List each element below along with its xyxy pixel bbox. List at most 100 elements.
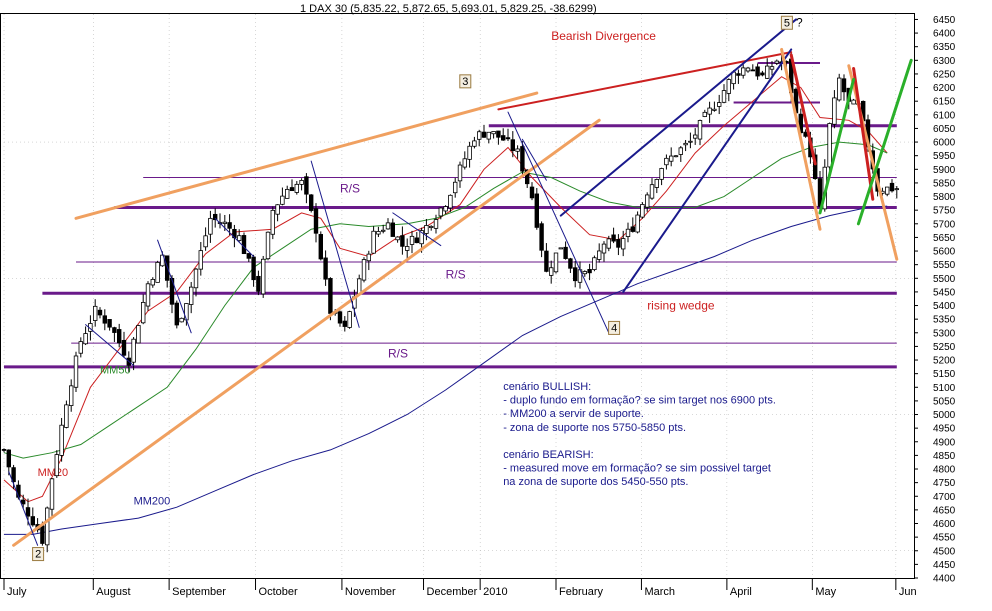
y-tick-label: 5700 [933, 219, 956, 230]
y-tick-label: 6450 [933, 15, 956, 26]
y-tick-label: 5000 [933, 410, 956, 421]
y-tick-label: 6250 [933, 69, 956, 80]
wave-label-box [780, 15, 793, 30]
candle-body [54, 454, 59, 477]
candle-body [558, 247, 563, 250]
y-tick-label: 4450 [933, 560, 956, 571]
candle-body [318, 234, 323, 260]
wave-label: 2 [35, 549, 41, 561]
y-tick-label: 4550 [933, 533, 956, 544]
wave-label: 5 [784, 17, 790, 29]
candle-body [275, 204, 280, 215]
candle-body [251, 256, 256, 281]
candle-body [452, 181, 458, 194]
y-tick-label: 6050 [933, 124, 956, 135]
candle-body [342, 320, 347, 327]
y-tick-label: 6350 [933, 42, 956, 53]
candle-body [299, 179, 304, 185]
candle-body [164, 255, 170, 281]
x-tick-label: September [172, 586, 226, 598]
candle-body [97, 309, 103, 316]
candle-body [889, 182, 895, 192]
scenario-note-line: - measured move em formação? se sim poss… [503, 463, 771, 475]
candle-body [721, 90, 727, 103]
candle-body [140, 302, 146, 324]
scenario-note-line: - duplo fundo em formação? se sim target… [503, 395, 776, 407]
candle-body [894, 188, 899, 191]
candle-body [323, 257, 328, 280]
y-tick-label: 6150 [933, 97, 956, 108]
candles [1, 52, 899, 553]
candle-body [563, 246, 568, 259]
candle-body [693, 134, 698, 139]
candle-body [726, 79, 731, 94]
candle-body [654, 179, 659, 188]
annotation-label: ? [796, 15, 803, 29]
candle-body [203, 235, 208, 248]
candle-body [520, 146, 525, 172]
x-tick-label: October [259, 586, 298, 598]
candle-body [385, 222, 391, 230]
candle-body [241, 235, 247, 255]
scenario-note-line: - MM200 a servir de suporte. [503, 408, 644, 420]
candle-body [448, 194, 453, 209]
x-tick-label: Jun [899, 586, 917, 598]
candle-body [284, 189, 290, 199]
candle-body [645, 194, 650, 208]
candle-body [443, 206, 448, 212]
trend-line [214, 217, 255, 257]
series-label: MM50 [100, 365, 131, 377]
candle-body [553, 252, 559, 273]
candle-body [428, 225, 434, 228]
candle-body [669, 155, 674, 162]
candle-body [404, 246, 410, 251]
candle-body [659, 168, 664, 180]
y-tick-label: 5450 [933, 287, 956, 298]
candle-body [145, 283, 151, 307]
candle-body [40, 525, 45, 544]
annotation-label: rising wedge [647, 299, 715, 313]
y-axis: 4400 4450 4500 4550 4600 4650 4700 4750 4800 4850… [914, 15, 956, 585]
annotation-label: R/S [388, 346, 408, 360]
candle-body [20, 499, 26, 505]
candle-body [131, 338, 136, 363]
scenario-note-line: cenário BEARISH: [503, 449, 593, 461]
candle-body [750, 69, 755, 72]
candle-body [246, 253, 251, 259]
annotation-label: Bearish Divergence [551, 29, 656, 43]
candle-body [419, 230, 424, 245]
candle-body [640, 204, 645, 218]
candle-body [313, 208, 319, 234]
candle-body [587, 269, 592, 274]
trend-line [12, 118, 601, 547]
candle-body [280, 195, 285, 205]
candle-body [745, 67, 751, 72]
annotations: Bearish Divergence R/S R/S R/S rising wedge 2… [32, 15, 803, 562]
trend-line [310, 160, 360, 328]
candle-body [179, 317, 184, 323]
y-tick-label: 5200 [933, 356, 956, 367]
y-tick-label: 5500 [933, 274, 956, 285]
trend-line [780, 47, 822, 231]
scenario-note-line: - zona de suporte nos 5750-5850 pts. [503, 422, 686, 434]
trend-line [392, 212, 442, 247]
y-tick-label: 5750 [933, 206, 956, 217]
candle-body [601, 243, 607, 254]
candle-body [476, 131, 482, 140]
series-line [3, 141, 888, 459]
candle-body [539, 223, 544, 251]
y-tick-label: 5950 [933, 151, 956, 162]
candle-body [308, 194, 314, 211]
candle-body [673, 155, 679, 158]
y-tick-label: 4850 [933, 451, 956, 462]
candle-body [160, 254, 165, 267]
candle-body [697, 120, 703, 140]
wave-label-box [459, 74, 472, 89]
x-tick-label: August [96, 586, 130, 598]
x-tick-label: March [644, 586, 675, 598]
candle-body [515, 148, 520, 152]
candle-body [121, 339, 127, 356]
candle-body [525, 169, 530, 185]
x-tick-label: July [7, 586, 27, 598]
candle-body [93, 305, 98, 321]
